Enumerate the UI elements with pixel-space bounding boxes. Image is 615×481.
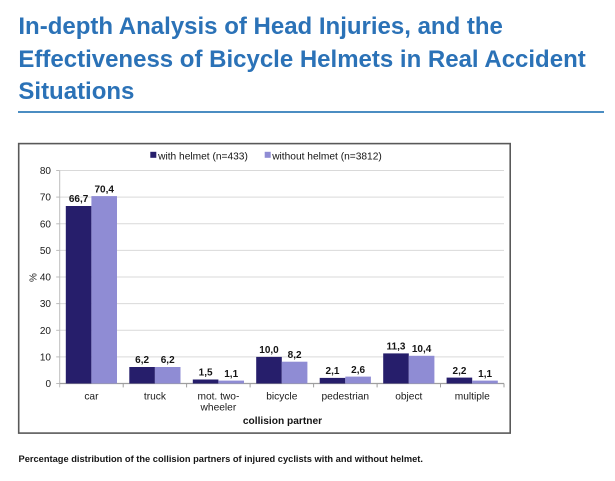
svg-text:6,2: 6,2 (161, 355, 175, 366)
svg-text:2,1: 2,1 (326, 366, 340, 377)
svg-text:50: 50 (40, 246, 52, 257)
svg-text:40: 40 (40, 273, 52, 284)
svg-text:0: 0 (45, 379, 51, 390)
svg-text:70,4: 70,4 (94, 184, 114, 195)
svg-text:wheeler: wheeler (200, 403, 237, 414)
svg-text:2,2: 2,2 (453, 366, 467, 377)
svg-text:truck: truck (144, 391, 167, 402)
svg-text:mot. two-: mot. two- (197, 391, 239, 402)
svg-text:object: object (395, 391, 422, 402)
svg-text:1,5: 1,5 (199, 368, 213, 379)
svg-text:1,1: 1,1 (224, 369, 238, 380)
svg-text:10,0: 10,0 (259, 345, 279, 356)
svg-text:60: 60 (40, 219, 52, 230)
svg-text:1,1: 1,1 (478, 369, 492, 380)
svg-text:2,6: 2,6 (351, 365, 365, 376)
svg-text:car: car (84, 391, 99, 402)
svg-text:%: % (29, 273, 40, 282)
svg-text:10,4: 10,4 (412, 344, 432, 355)
svg-text:bicycle: bicycle (266, 391, 297, 402)
svg-text:80: 80 (40, 166, 52, 177)
svg-text:30: 30 (40, 299, 52, 310)
svg-text:without helmet (n=3812): without helmet (n=3812) (271, 152, 382, 163)
svg-text:20: 20 (40, 326, 52, 337)
svg-text:11,3: 11,3 (387, 342, 406, 353)
svg-text:6,2: 6,2 (135, 355, 149, 366)
svg-text:8,2: 8,2 (288, 350, 302, 361)
svg-text:multiple: multiple (455, 391, 490, 402)
svg-text:collision partner: collision partner (243, 416, 322, 427)
svg-text:pedestrian: pedestrian (322, 391, 370, 402)
svg-text:70: 70 (40, 193, 52, 204)
svg-text:with helmet (n=433): with helmet (n=433) (157, 152, 248, 163)
svg-text:10: 10 (40, 353, 52, 364)
svg-text:66,7: 66,7 (69, 194, 89, 205)
